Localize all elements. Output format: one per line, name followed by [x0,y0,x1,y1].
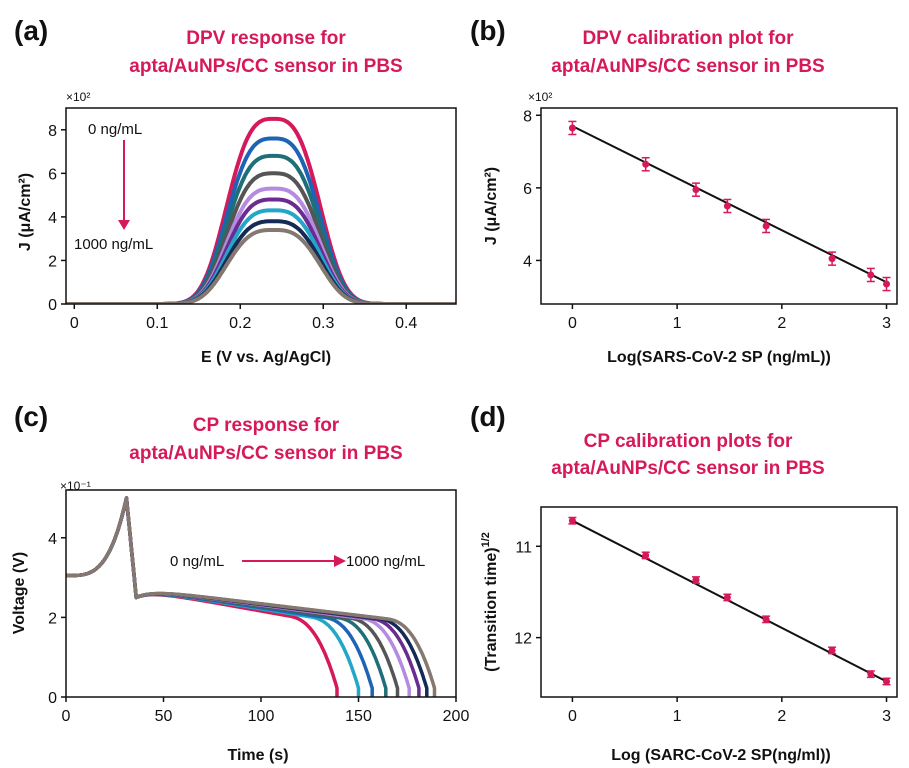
plot-area [66,496,437,697]
annotation-bottom: 1000 ng/mL [74,236,153,253]
x-tick-label: 50 [155,708,173,725]
chart-title-line1: DPV calibration plot for [582,28,794,49]
series-line-6 [66,197,456,304]
series-line-5 [66,496,400,697]
data-point [883,677,891,685]
plot-frame [540,107,898,305]
y-multiplier: ×10⁻¹ [60,479,91,493]
annotation-right: 1000 ng/mL [346,553,425,570]
y-tick-label: 6 [523,181,532,198]
y-multiplier: ×10² [66,90,90,104]
x-tick-label: 1 [673,708,682,725]
chart-title-line1: DPV response for [186,28,346,49]
series-line-8 [66,219,456,304]
data-point [762,615,770,623]
chart-title-line1: CP calibration plots for [584,431,793,452]
data-point [642,551,650,559]
x-tick-label: 1 [673,315,682,332]
y-axis-label: J (μA/cm²) [483,167,500,245]
data-point [723,202,731,210]
arrow-head [334,555,346,567]
chart-title-line1: CP response for [193,415,340,436]
chart-title-line2: apta/AuNPs/CC sensor in PBS [551,458,824,479]
x-tick-label: 2 [777,708,786,725]
x-tick-label: 0.1 [146,315,168,332]
panel-label: (b) [470,15,506,46]
plot-frame [540,506,898,698]
x-tick-label: 100 [248,708,275,725]
series-line-5 [66,186,456,304]
x-tick-label: 0 [568,708,577,725]
chart-title-line2: apta/AuNPs/CC sensor in PBS [129,56,402,77]
data-point [867,271,875,279]
data-point [568,124,576,132]
y-tick-label: 2 [48,610,57,627]
series-line-4 [66,496,388,697]
y-tick-label: 4 [48,210,57,227]
y-tick-label: 11 [515,539,532,556]
panel-3: (c) CP response for apta/AuNPs/CC sensor i… [11,401,469,764]
data-point [642,160,650,168]
data-point [883,280,891,288]
x-tick-label: 0.4 [395,315,417,332]
annotation-top: 0 ng/mL [88,121,142,138]
y-tick-label: 4 [523,253,532,270]
panel-label: (a) [14,15,48,46]
y-axis-label: (Transition time)1/2 [480,532,500,672]
y-tick-label: 12 [514,631,532,648]
panel-4: (d) CP calibration plots for apta/AuNPs/CC… [470,401,898,764]
data-point [867,670,875,678]
chart-title-line2: apta/AuNPs/CC sensor in PBS [129,443,402,464]
x-tick-label: 0.3 [312,315,334,332]
panel-2: (b) DPV calibration plot for apta/AuNPs/CC… [470,15,898,366]
series-line-9 [66,496,437,697]
x-axis-label: Log(SARS-CoV-2 SP (ng/mL)) [607,349,831,366]
x-axis-label: E (V vs. Ag/AgCl) [201,349,331,366]
panel-label: (d) [470,401,506,432]
y-axis-label: J (μA/cm²) [17,173,34,251]
x-tick-label: 200 [443,708,470,725]
x-tick-label: 0 [62,708,71,725]
plot-frame [65,107,457,305]
x-axis-label: Time (s) [227,747,288,764]
x-tick-label: 3 [882,708,891,725]
series-line-4 [66,171,456,304]
y-multiplier: ×10² [528,90,552,104]
y-tick-label: 8 [48,123,57,140]
data-point [568,517,576,525]
x-axis-label: Log (SARC-CoV-2 SP(ng/ml)) [611,747,831,764]
data-point [828,255,836,263]
panel-label: (c) [14,401,48,432]
series-line-2 [66,136,456,304]
series-line-7 [66,208,456,304]
series-line-3 [66,153,456,304]
y-tick-label: 2 [48,253,57,270]
data-point [692,186,700,194]
data-point [762,222,770,230]
plot-area [66,116,456,304]
panel-1: (a) DPV response for apta/AuNPs/CC sensor … [14,15,457,366]
data-point [828,646,836,654]
arrow-head [118,220,130,230]
data-point [723,593,731,601]
x-tick-label: 150 [345,708,372,725]
y-tick-label: 8 [523,108,532,125]
x-tick-label: 2 [777,315,786,332]
y-axis-label: Voltage (V) [11,552,28,634]
series-line-9 [66,228,456,304]
y-tick-label: 0 [48,297,57,314]
x-tick-label: 3 [882,315,891,332]
annotation-left: 0 ng/mL [170,553,224,570]
y-tick-label: 4 [48,531,57,548]
plot-frame [65,489,457,698]
data-point [692,576,700,584]
chart-title-line2: apta/AuNPs/CC sensor in PBS [551,56,824,77]
series-line-1 [66,116,456,304]
y-tick-label: 6 [48,166,57,183]
y-tick-label: 0 [48,690,57,707]
x-tick-label: 0.2 [229,315,251,332]
x-tick-label: 0 [568,315,577,332]
x-tick-label: 0 [70,315,79,332]
